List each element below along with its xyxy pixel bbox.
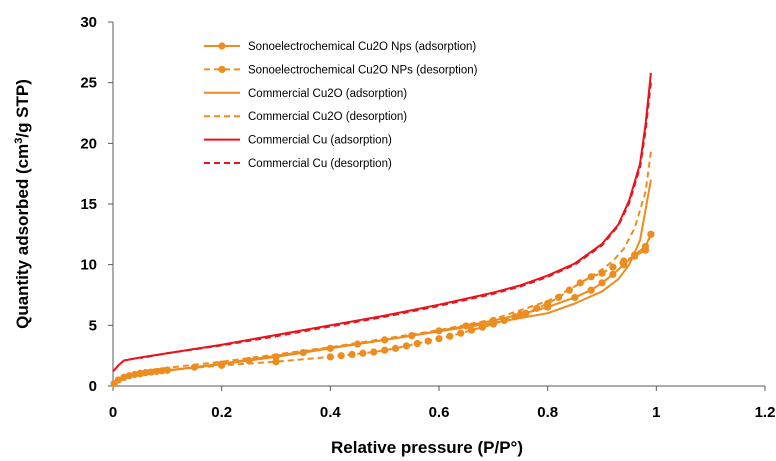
data-point	[337, 352, 345, 360]
plot-series	[110, 72, 655, 388]
data-point	[326, 353, 334, 361]
data-point	[641, 246, 650, 254]
legend: Sonoelectrochemical Cu2O Nps (adsorption…	[204, 41, 478, 170]
y-tick-label: 30	[80, 14, 97, 31]
data-point	[587, 286, 595, 294]
x-tick-label: 0.8	[537, 404, 558, 421]
data-point	[598, 279, 606, 287]
data-point	[571, 293, 579, 302]
legend-marker	[218, 65, 226, 73]
legend-marker	[218, 42, 226, 50]
legend-item: Commercial Cu2O (adsorption)	[204, 88, 407, 100]
legend-label: Sonoelectrochemical Cu2O NPs (desorption…	[248, 64, 478, 76]
x-tick-label: 0.2	[211, 404, 232, 421]
x-tick-label: 0	[109, 404, 117, 421]
y-tick-label: 0	[89, 378, 97, 395]
data-point	[609, 263, 617, 271]
series-line	[140, 151, 652, 373]
legend-item: Commercial Cu (adsorption)	[204, 135, 392, 147]
series-line	[112, 179, 652, 385]
legend-item: Commercial Cu (desorption)	[204, 158, 392, 170]
data-point	[370, 348, 378, 356]
y-axis-title-superscript: 3	[13, 138, 25, 144]
data-point	[391, 344, 400, 352]
y-axis-title-tail: /g STP)	[13, 79, 32, 138]
legend-label: Sonoelectrochemical Cu2O Nps (adsorption…	[248, 41, 476, 53]
series-3	[140, 151, 652, 373]
series-line	[140, 82, 652, 360]
legend-item: Commercial Cu2O (desorption)	[204, 111, 407, 123]
data-point	[359, 349, 367, 357]
y-tick-label: 20	[80, 135, 97, 152]
data-point	[522, 309, 530, 317]
data-point	[446, 332, 454, 340]
series-1	[136, 230, 655, 378]
legend-item: Sonoelectrochemical Cu2O Nps (adsorption…	[204, 41, 476, 53]
y-tick-label: 25	[80, 75, 97, 92]
legend-label: Commercial Cu2O (adsorption)	[248, 88, 407, 100]
data-point	[435, 335, 443, 343]
data-point	[424, 337, 432, 345]
data-point	[413, 339, 421, 348]
data-point	[544, 299, 552, 308]
x-tick-label: 0.4	[320, 404, 342, 421]
legend-item: Sonoelectrochemical Cu2O NPs (desorption…	[204, 64, 478, 76]
y-tick-label: 10	[80, 257, 97, 274]
y-tick-label: 5	[89, 317, 97, 334]
legend-label: Commercial Cu (desorption)	[248, 158, 392, 170]
series-0	[110, 230, 655, 388]
data-point	[402, 342, 410, 350]
series-5	[140, 82, 652, 360]
data-point	[609, 270, 617, 278]
x-tick-label: 1.2	[755, 404, 776, 421]
x-tick-label: 1	[652, 404, 660, 421]
data-point	[381, 346, 389, 354]
axes: 0 0.2 0.4 0.6 0.8 1 1.2 0 5 10 15 20 25 30	[80, 14, 775, 421]
x-axis-title: Relative pressure (P/P°)	[331, 438, 523, 457]
data-point	[272, 358, 280, 366]
y-axis-title: Quantity adsorbed (cm3/g STP)	[13, 79, 32, 329]
series-2	[112, 179, 652, 385]
data-point	[468, 326, 476, 334]
legend-label: Commercial Cu2O (desorption)	[248, 111, 407, 123]
y-axis-title-main: Quantity adsorbed (cm	[13, 144, 32, 329]
data-point	[348, 350, 356, 359]
data-point	[647, 230, 655, 238]
data-point	[620, 257, 628, 265]
data-point	[457, 329, 465, 337]
x-tick-label: 0.6	[429, 404, 450, 421]
legend-label: Commercial Cu (adsorption)	[248, 135, 392, 147]
y-tick-label: 15	[80, 196, 97, 213]
data-point	[533, 304, 541, 312]
series-line	[140, 233, 652, 375]
series-line	[113, 233, 652, 385]
